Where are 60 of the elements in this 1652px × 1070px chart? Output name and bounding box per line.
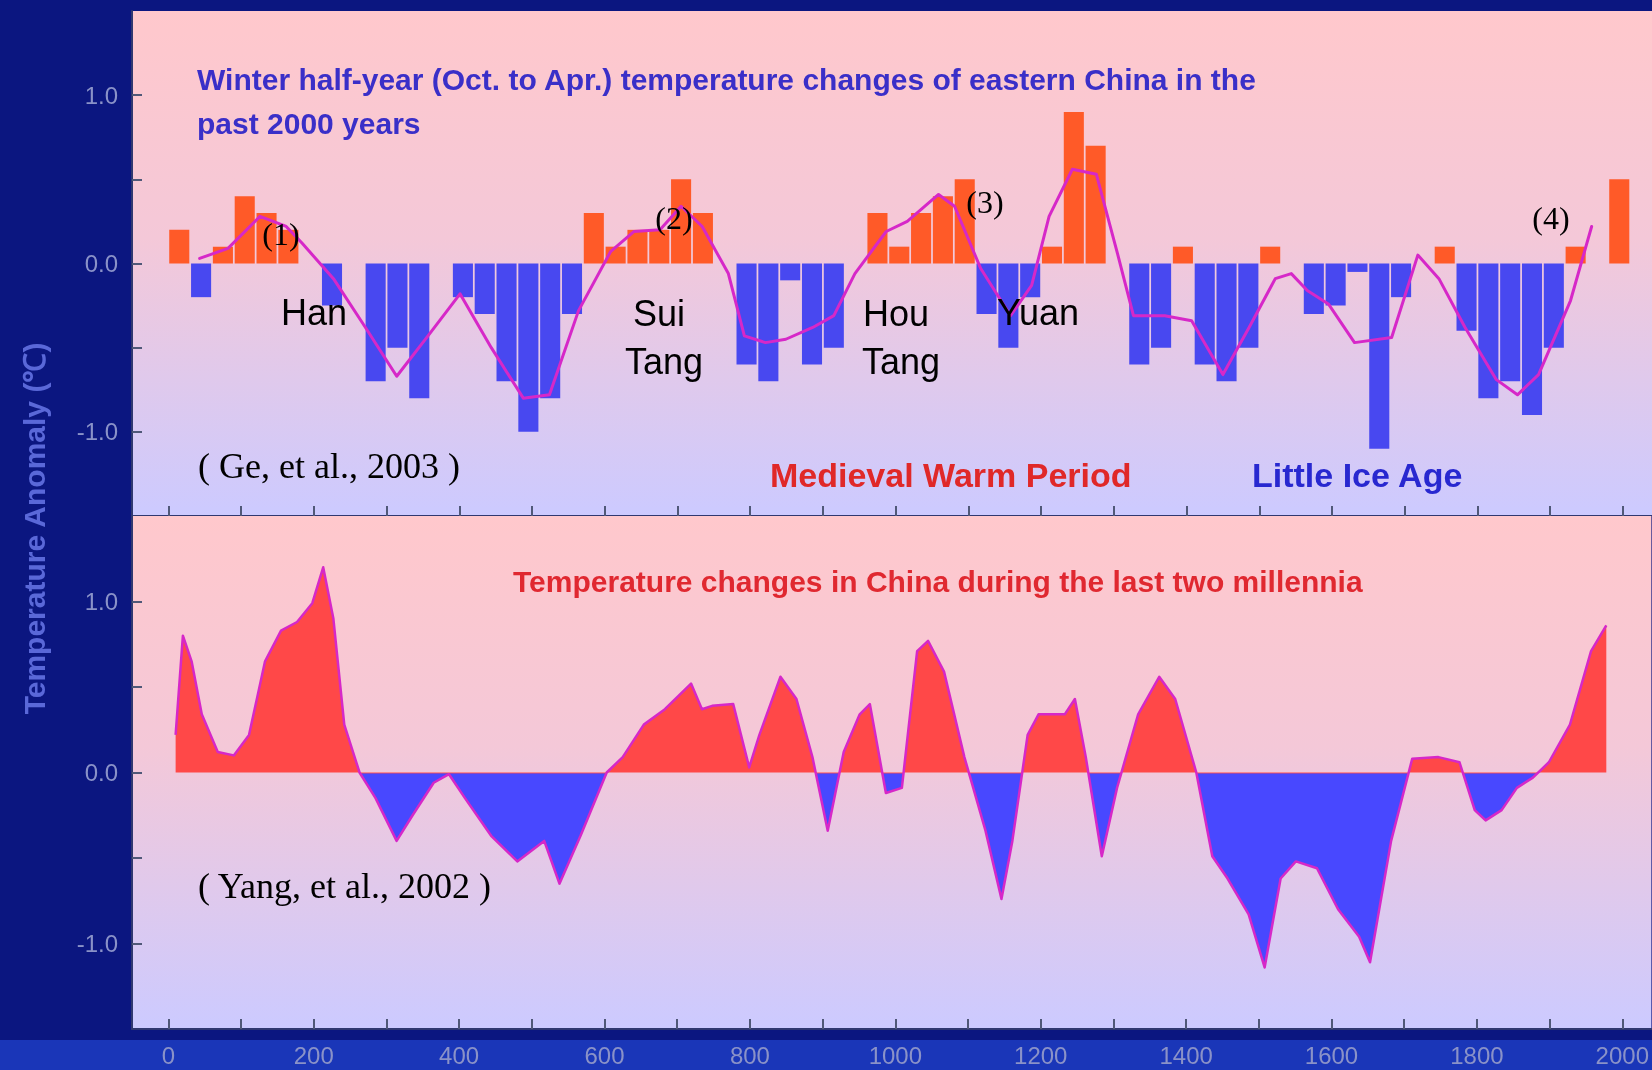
bar bbox=[1063, 112, 1084, 264]
x-tick-label: 200 bbox=[293, 1041, 334, 1069]
x-tick-label: 1400 bbox=[1159, 1041, 1213, 1069]
bar bbox=[1521, 263, 1543, 415]
bar bbox=[169, 229, 190, 264]
x-tick-label: 800 bbox=[729, 1041, 770, 1069]
x-tick-label: 1000 bbox=[868, 1041, 923, 1069]
bar bbox=[1194, 263, 1215, 365]
bar bbox=[1434, 246, 1455, 264]
bar bbox=[540, 263, 561, 399]
bar bbox=[1609, 179, 1630, 264]
bar bbox=[474, 263, 495, 314]
bar bbox=[1500, 263, 1521, 382]
x-tick-label: 1800 bbox=[1450, 1041, 1504, 1069]
annotation: ( Yang, et al., 2002 ) bbox=[198, 866, 491, 906]
bar bbox=[1260, 246, 1281, 264]
y-tick-label: 1.0 bbox=[84, 588, 118, 615]
y-tick-label: 1.0 bbox=[84, 81, 118, 109]
bar bbox=[191, 263, 212, 298]
bar bbox=[801, 263, 823, 365]
bar bbox=[780, 263, 801, 281]
text: Winter half-year (Oct. to Apr.) temperature changes of eastern China in the past 2000 years bbox=[197, 62, 1265, 140]
bar bbox=[409, 263, 430, 399]
annotation: Little Ice Age bbox=[1252, 456, 1463, 494]
annotation: Sui Tang bbox=[624, 292, 704, 382]
bar bbox=[1303, 263, 1324, 314]
x-tick-label: 400 bbox=[439, 1041, 480, 1069]
annotation: (4) bbox=[1532, 200, 1570, 236]
x-tick-label: 1200 bbox=[1014, 1041, 1068, 1069]
y-tick-label: 0.0 bbox=[84, 250, 118, 277]
text: Temperature changes in China during the last two millennia bbox=[513, 564, 1363, 598]
bar bbox=[1041, 246, 1063, 264]
bar bbox=[932, 196, 953, 264]
x-tick-label: 600 bbox=[584, 1041, 625, 1069]
bar bbox=[823, 263, 844, 348]
y-tick-label: -1.0 bbox=[76, 930, 118, 957]
x-tick-label: 0 bbox=[161, 1041, 176, 1069]
bar bbox=[1543, 263, 1564, 348]
annotation: ( Ge, et al., 2003 ) bbox=[198, 446, 460, 486]
x-tick-label: 2000 bbox=[1595, 1041, 1649, 1069]
bar bbox=[1151, 263, 1172, 348]
y-tick-label: -1.0 bbox=[76, 418, 118, 446]
bar bbox=[452, 263, 473, 298]
bar bbox=[1172, 246, 1193, 264]
bar bbox=[867, 213, 888, 264]
x-tick-label: 1600 bbox=[1304, 1041, 1359, 1069]
bar bbox=[1369, 263, 1390, 449]
annotation: Hou Tang bbox=[861, 292, 941, 382]
y-axis-title: Temperature Anomaly (℃) bbox=[17, 342, 53, 714]
bar bbox=[234, 196, 255, 264]
annotation: Han bbox=[280, 291, 348, 333]
bar bbox=[911, 213, 932, 264]
bar bbox=[1085, 145, 1106, 264]
annotation: Medieval Warm Period bbox=[770, 456, 1132, 494]
bar bbox=[561, 263, 583, 314]
line-series bbox=[198, 167, 1594, 400]
bar bbox=[583, 213, 604, 264]
bar bbox=[1129, 263, 1150, 365]
y-tick-label: 0.0 bbox=[84, 759, 118, 786]
bar bbox=[889, 246, 910, 264]
